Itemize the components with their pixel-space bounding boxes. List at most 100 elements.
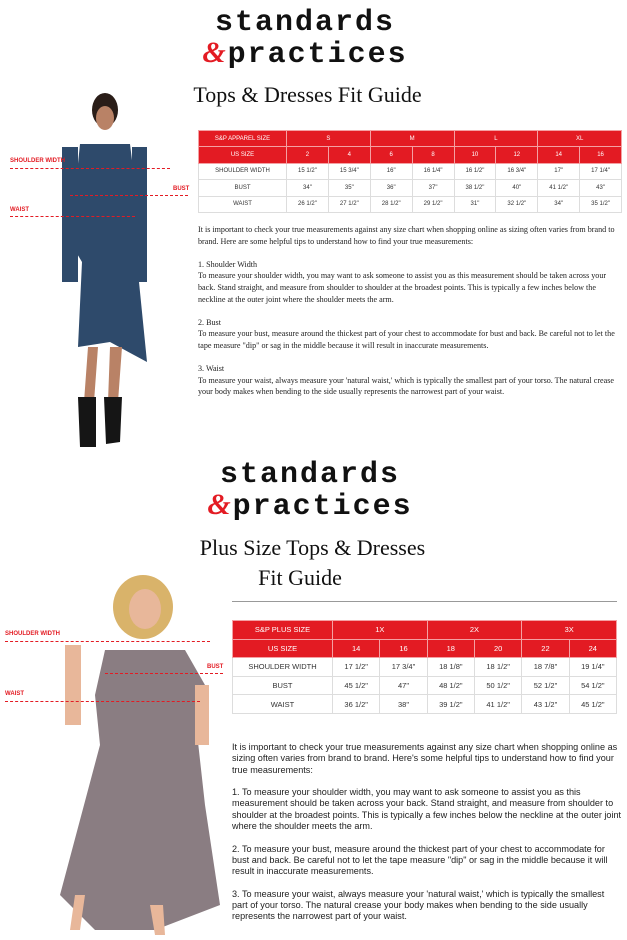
header-cell: L [453, 129, 539, 148]
header-cell: XL [537, 129, 622, 148]
table-cell: 2 [286, 146, 329, 164]
measurement-tips: It is important to check your true measu… [232, 742, 622, 922]
table-cell: 8 [411, 146, 455, 164]
table-row: BUST 34" 35" 36" 37" 38 1/2" 40" 41 1/2" 43" [198, 179, 622, 197]
table-cell: 48 1/2" [426, 675, 475, 696]
table-cell: 35" [327, 179, 371, 197]
table-cell: 26 1/2" [286, 195, 329, 213]
shoulder-measure-line [5, 641, 210, 642]
waist-measure-line [5, 701, 200, 702]
table-cell: 36" [369, 179, 413, 197]
table-cell: 10 [453, 146, 497, 164]
table-cell: 41 1/2" [537, 179, 581, 197]
header-cell: S [286, 129, 371, 148]
table-cell: 16 1/4" [411, 162, 455, 181]
table-cell: 28 1/2" [369, 195, 413, 213]
table-cell: 18 [426, 638, 475, 659]
table-cell: 45 1/2" [331, 675, 381, 696]
table-cell: BUST [232, 675, 333, 696]
table-cell: 38" [379, 694, 428, 714]
table-cell: 50 1/2" [473, 675, 523, 696]
page-title: Plus Size Tops & Dresses [199, 535, 426, 560]
waist-measure-line [10, 216, 135, 217]
plus-size-chart-table: S&P PLUS SIZE 1X 2X 3X US SIZE 14 16 18 20 22… [232, 620, 618, 714]
table-cell: 45 1/2" [568, 694, 618, 714]
table-cell: 15 1/2" [286, 162, 329, 181]
table-row: SHOULDER WIDTH 17 1/2" 17 3/4" 18 1/8" 18 1/… [232, 657, 618, 677]
model-photo [62, 93, 147, 447]
table-cell: 6 [369, 146, 413, 164]
table-cell: US SIZE [232, 638, 333, 659]
logo-text: practices [232, 490, 413, 524]
table-header-row: S&P PLUS SIZE 1X 2X 3X [232, 620, 617, 640]
table-cell: 14 [537, 146, 581, 164]
table-cell: 14 [331, 638, 381, 659]
label-waist: WAIST [10, 207, 29, 213]
table-cell: 43" [579, 179, 622, 197]
logo-ampersand: & [207, 488, 233, 521]
table-cell: 43 1/2" [521, 694, 570, 714]
header-cell: 3X [521, 620, 617, 640]
table-cell: 12 [495, 146, 539, 164]
table-cell: 18 7/8" [521, 657, 570, 677]
table-cell: 52 1/2" [521, 675, 570, 696]
table-cell: 29 1/2" [411, 195, 455, 213]
table-cell: 16 1/2" [453, 162, 497, 181]
table-cell: WAIST [232, 694, 333, 714]
table-cell: WAIST [198, 195, 287, 213]
table-row: BUST 45 1/2" 47" 48 1/2" 50 1/2" 52 1/2" 54 1/… [232, 675, 618, 696]
table-cell: 36 1/2" [331, 694, 381, 714]
table-cell: 40" [495, 179, 539, 197]
table-cell: 27 1/2" [327, 195, 371, 213]
bust-measure-line [105, 673, 223, 674]
header-cell: M [369, 129, 455, 148]
table-cell: 20 [473, 638, 523, 659]
table-cell: 19 1/4" [568, 657, 618, 677]
table-cell: 38 1/2" [453, 179, 497, 197]
header-cell: S&P PLUS SIZE [232, 620, 333, 640]
table-cell: 31" [453, 195, 497, 213]
table-cell: 41 1/2" [473, 694, 523, 714]
logo-ampersand: & [202, 36, 228, 69]
table-cell: 16 3/4" [495, 162, 539, 181]
table-cell: 17 1/2" [331, 657, 381, 677]
table-cell: 37" [411, 179, 455, 197]
table-cell: 47" [379, 675, 428, 696]
table-cell: 18 1/8" [426, 657, 475, 677]
table-cell: 17" [537, 162, 581, 181]
table-header-row: S&P APPAREL SIZE S M L XL [198, 129, 622, 148]
table-cell: 22 [521, 638, 570, 659]
table-cell: 17 3/4" [379, 657, 428, 677]
page-title: Tops & Dresses Fit Guide [193, 82, 422, 107]
table-row: SHOULDER WIDTH 15 1/2" 15 3/4" 16" 16 1/4" 16… [198, 162, 622, 181]
table-cell: US SIZE [198, 146, 287, 164]
shoulder-measure-line [10, 168, 170, 169]
header-cell: 1X [332, 620, 428, 640]
label-waist: WAIST [5, 691, 24, 697]
model-photo [60, 575, 220, 935]
header-cell: S&P APPAREL SIZE [198, 129, 287, 148]
table-cell: 54 1/2" [568, 675, 618, 696]
label-bust: BUST [207, 664, 224, 670]
table-cell: 17 1/4" [579, 162, 622, 181]
table-cell: 16 [579, 146, 622, 164]
table-cell: BUST [198, 179, 287, 197]
label-bust: BUST [173, 186, 190, 192]
table-cell: 18 1/2" [473, 657, 523, 677]
table-cell: 35 1/2" [579, 195, 622, 213]
measurement-tips: It is important to check your true measu… [198, 225, 615, 397]
page-subtitle: Fit Guide [258, 565, 342, 590]
table-cell: 24 [568, 638, 618, 659]
label-shoulder-width: SHOULDER WIDTH [5, 631, 60, 637]
table-cell: 15 3/4" [327, 162, 371, 181]
table-cell: 34" [286, 179, 329, 197]
table-cell: SHOULDER WIDTH [232, 657, 333, 677]
logo-text: standards [214, 6, 396, 40]
table-cell: SHOULDER WIDTH [198, 162, 287, 181]
table-cell: 39 1/2" [426, 694, 475, 714]
divider [232, 601, 617, 602]
size-chart-table: S&P APPAREL SIZE S M L XL US SIZE 2 4 6 8 10 1… [198, 129, 622, 213]
label-shoulder-width: SHOULDER WIDTH [10, 158, 65, 164]
table-cell: 16" [369, 162, 413, 181]
table-row: WAIST 36 1/2" 38" 39 1/2" 41 1/2" 43 1/2" 45 1… [232, 694, 618, 714]
